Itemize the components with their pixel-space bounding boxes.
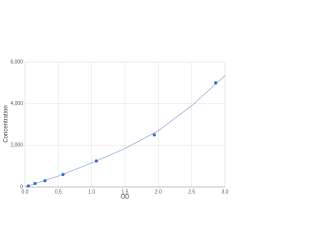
y-tick-label: 0: [20, 184, 23, 190]
x-tick-label: 1.0: [88, 189, 95, 195]
y-tick-label: 2,000: [10, 143, 23, 149]
x-tick-label: 2.0: [155, 189, 162, 195]
y-tick-label: 4,000: [10, 101, 23, 107]
x-tick-label: 0.5: [55, 189, 62, 195]
chart: OD Concentration 0 2,000 4,000 6,000 0.0 0.5 1…: [4, 59, 229, 201]
y-tick-label: 6,000: [10, 59, 23, 65]
x-axis-title: OD: [121, 195, 131, 201]
data-point: [214, 81, 218, 85]
data-point: [61, 172, 65, 177]
data-point: [33, 181, 37, 186]
x-tick-label: 0.0: [22, 189, 29, 195]
x-tick-label: 2.5: [188, 189, 195, 195]
data-point: [94, 159, 98, 163]
data-point: [152, 133, 156, 137]
page: {"chart_data": {"type": "scatter", "x_la…: [3, 59, 229, 201]
fit-curve: [24, 75, 226, 188]
x-tick-label: 1.5: [122, 189, 129, 195]
data-point: [43, 179, 47, 183]
x-tick-label: 3.0: [222, 189, 229, 195]
data-point: [26, 184, 30, 188]
y-axis-title: Concentration: [4, 105, 10, 142]
